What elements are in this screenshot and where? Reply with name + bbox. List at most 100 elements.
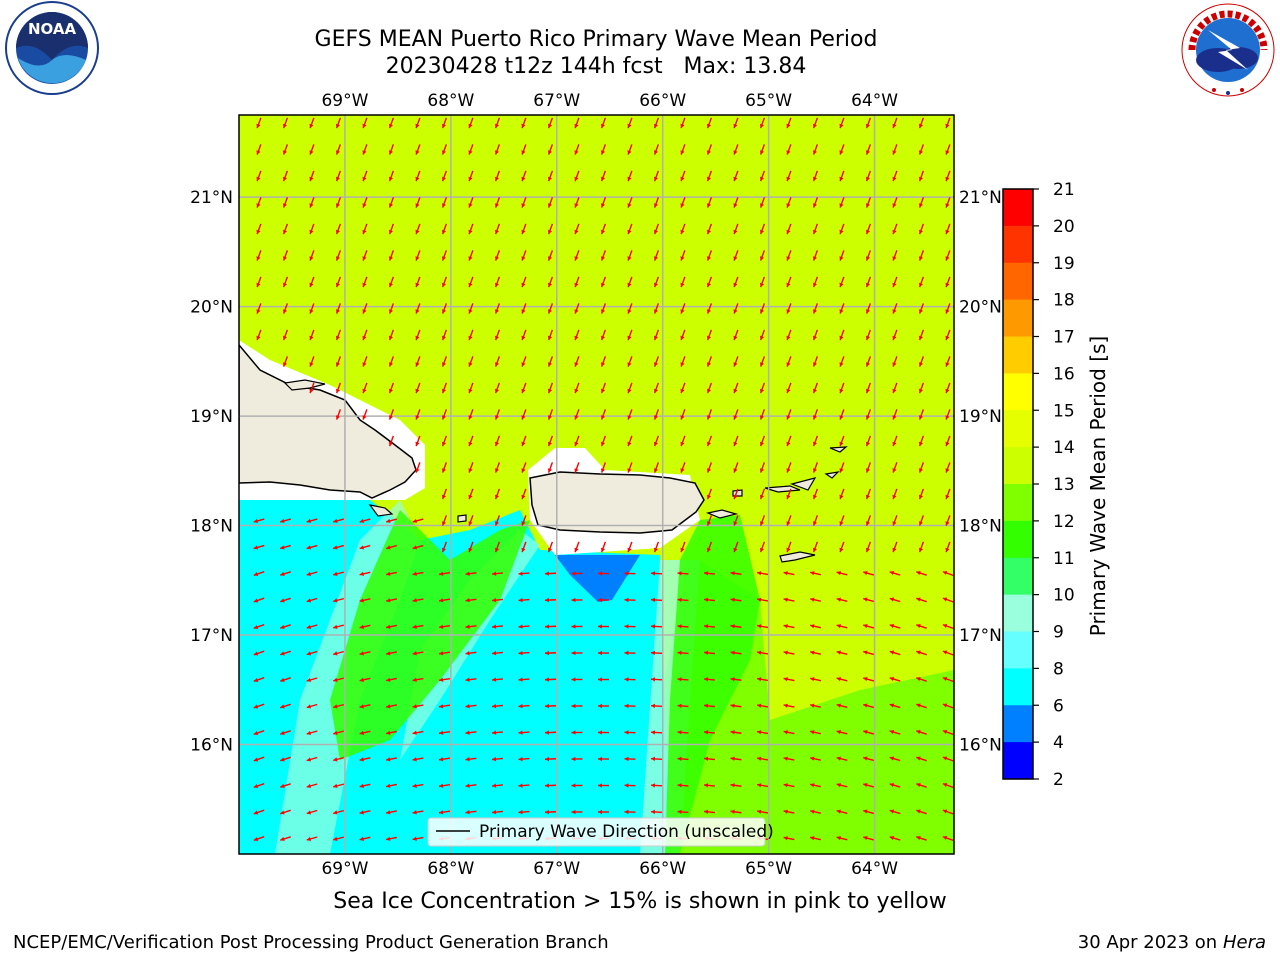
wave-arrow (521, 409, 527, 420)
wave-arrow (494, 435, 501, 447)
wave-arrow (703, 756, 716, 761)
lat-label-left: 21°N (190, 188, 233, 208)
wave-arrow (465, 677, 477, 682)
wave-arrow (362, 144, 368, 155)
wave-arrow (332, 783, 345, 788)
wave-arrow (335, 250, 342, 261)
wave-arrow (468, 223, 474, 235)
wave-arrow (518, 730, 530, 735)
wave-arrow (786, 515, 792, 526)
wave-arrow (653, 382, 660, 394)
wave-arrow (438, 598, 451, 603)
colorbar-swatch (1003, 631, 1033, 669)
wave-arrow (677, 783, 689, 788)
wave-arrow (571, 650, 583, 656)
wave-arrow (680, 144, 686, 155)
wave-arrow (388, 170, 395, 182)
wave-arrow (441, 144, 448, 155)
wave-arrow (706, 303, 713, 314)
wave-arrow (309, 303, 315, 314)
wave-arrow (786, 223, 792, 235)
wave-arrow (839, 329, 845, 341)
lat-label-left: 20°N (190, 298, 233, 318)
wave-arrow (280, 703, 291, 709)
wave-arrow (759, 409, 766, 420)
wave-arrow (916, 809, 927, 815)
wave-arrow (756, 597, 769, 602)
wave-arrow (942, 570, 954, 577)
wave-arrow (730, 809, 742, 814)
colorbar-tick-label: 18 (1053, 291, 1075, 311)
wave-arrow (865, 197, 872, 208)
wave-arrow (388, 382, 395, 394)
colorbar-tick-label: 15 (1053, 401, 1075, 421)
wave-arrow (309, 170, 315, 182)
wave-arrow (627, 435, 633, 447)
wave-arrow (703, 730, 716, 735)
wave-arrow (574, 462, 580, 473)
wave-arrow (863, 571, 874, 576)
colorbar-tick-label: 16 (1053, 364, 1075, 384)
wave-arrow (812, 515, 819, 526)
wave-arrow (653, 409, 660, 420)
wave-arrow (839, 382, 845, 394)
wave-arrow (836, 836, 848, 841)
wave-arrow (600, 276, 607, 288)
wave-arrow (441, 515, 448, 526)
wave-arrow (494, 303, 501, 314)
puerto-rico-land (529, 471, 705, 534)
wave-arrow (865, 117, 872, 129)
colorbar-tick-label: 11 (1053, 549, 1075, 569)
wave-arrow (412, 783, 424, 788)
wave-arrow (309, 382, 315, 394)
wave-arrow (786, 488, 792, 500)
tortuga-island (283, 379, 326, 391)
wave-arrow (468, 117, 474, 129)
wave-arrow (839, 462, 845, 473)
wave-arrow (600, 356, 607, 367)
wave-arrow (441, 329, 448, 341)
wave-arrow (465, 651, 477, 656)
wave-arrow (703, 703, 716, 708)
wave-arrow (892, 488, 898, 500)
wave-arrow (441, 197, 448, 208)
wave-arrow (703, 650, 716, 655)
wave-arrow (653, 356, 660, 367)
wave-arrow (282, 170, 289, 182)
wave-arrow (547, 409, 554, 420)
wave-arrow (653, 303, 660, 314)
wave-arrow (362, 409, 368, 420)
wave-arrow (597, 783, 610, 788)
colorbar-swatch (1003, 447, 1033, 485)
wave-arrow (783, 836, 795, 841)
wave-arrow (836, 756, 848, 761)
wave-arrow (733, 303, 739, 314)
wave-arrow (415, 223, 421, 235)
wave-arrow (812, 170, 819, 182)
wave-arrow (653, 223, 660, 235)
wave-arrow (759, 117, 766, 129)
wave-arrow (627, 276, 633, 288)
wave-arrow (680, 197, 686, 208)
wave-arrow (680, 382, 686, 394)
wave-arrow (468, 197, 474, 208)
wave-arrow (809, 730, 822, 735)
wave-arrow (335, 144, 342, 155)
wave-arrow (415, 117, 421, 129)
wave-arrow (362, 303, 368, 314)
wave-arrow (547, 170, 554, 182)
wave-arrow (441, 276, 448, 288)
wave-arrow (703, 597, 716, 602)
wave-arrow (256, 223, 262, 235)
colorbar: 21 20 19 18 17 16 15 14 13 12 11 10 9 8 6 4 2 (1002, 180, 1075, 790)
wave-arrow (916, 676, 927, 682)
wave-arrow (703, 624, 716, 629)
wave-arrow (335, 356, 342, 367)
wave-direction-arrows (253, 117, 954, 842)
wave-arrow (756, 809, 769, 814)
wave-arrow (706, 488, 713, 500)
wave-arrow (415, 170, 421, 182)
wave-arrow (282, 356, 289, 367)
wave-arrow (759, 356, 766, 367)
wave-arrow (918, 250, 925, 261)
